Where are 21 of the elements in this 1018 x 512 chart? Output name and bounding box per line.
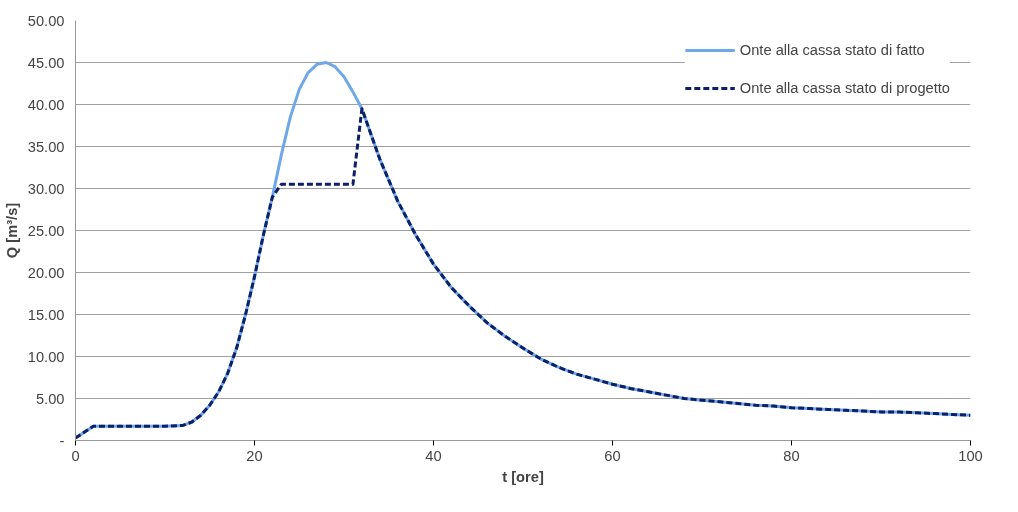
y-tick-label: 20.00 bbox=[27, 264, 65, 281]
y-tick-label: 50.00 bbox=[27, 12, 65, 29]
x-axis-title: t [ore] bbox=[502, 468, 544, 485]
y-tick-label: 15.00 bbox=[27, 306, 65, 323]
x-tick-label: 60 bbox=[604, 447, 621, 464]
y-tick-label: 5.00 bbox=[35, 390, 65, 407]
legend-label: Onte alla cassa stato di progetto bbox=[739, 80, 950, 96]
y-tick-label: 40.00 bbox=[27, 96, 65, 113]
y-tick-label: 10.00 bbox=[27, 348, 65, 365]
x-tick-label: 20 bbox=[246, 447, 263, 464]
y-axis-title: Q [m³/s] bbox=[3, 202, 20, 259]
x-tick-label: 0 bbox=[71, 447, 80, 464]
y-tick-label: 25.00 bbox=[27, 222, 65, 239]
x-tick-label: 80 bbox=[783, 447, 800, 464]
y-tick-label: - bbox=[59, 432, 65, 449]
x-tick-label: 100 bbox=[958, 447, 983, 464]
y-tick-label: 30.00 bbox=[27, 180, 65, 197]
legend-label: Onte alla cassa stato di fatto bbox=[739, 42, 925, 58]
y-tick-label: 35.00 bbox=[27, 138, 65, 155]
x-tick-label: 40 bbox=[425, 447, 442, 464]
y-tick-label: 45.00 bbox=[27, 54, 65, 71]
